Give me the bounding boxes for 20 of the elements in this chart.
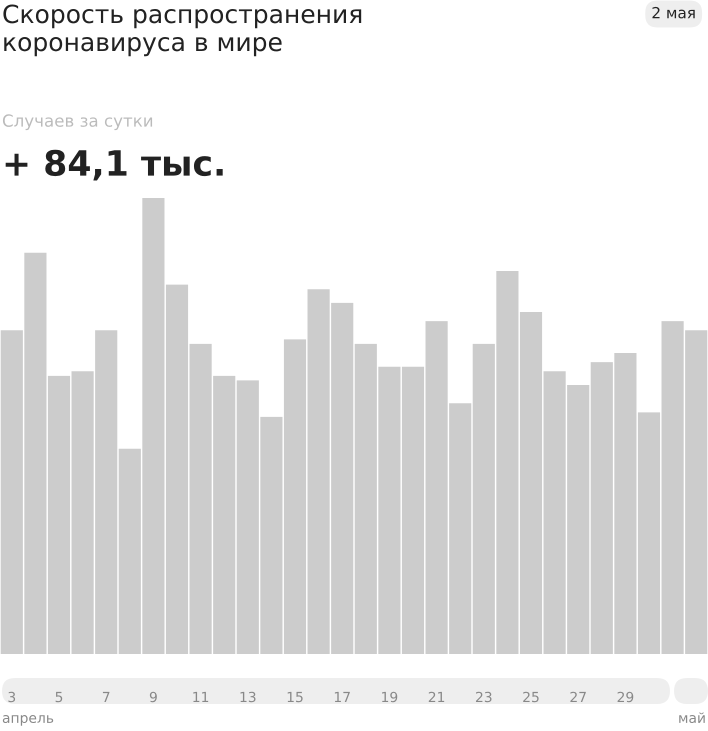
x-tick-label: 21 [428, 692, 444, 702]
chart-subtitle: Случаев за сутки [2, 114, 152, 130]
x-tick-label: 5 [56, 692, 62, 702]
text: апрель [2, 715, 54, 726]
x-tick-label: 13 [240, 692, 256, 702]
x-tick-label: 27 [570, 692, 586, 702]
x-tick-label: 3 [8, 692, 16, 702]
x-tick-label: 29 [618, 692, 634, 702]
text: + 84,1 тыс. [6, 150, 223, 181]
x-tick-label: 25 [523, 692, 539, 702]
x-tick-label: 19 [382, 692, 398, 702]
text: 2 мая [652, 6, 695, 18]
text: май [679, 712, 705, 724]
x-tick-label: 7 [102, 692, 110, 702]
x-tick-label: 15 [288, 692, 303, 702]
x-tick-label: 17 [334, 692, 350, 702]
chart-title: Скорость распространения коронавируса в мире [3, 4, 362, 56]
x-tick-label: 11 [193, 692, 208, 702]
x-tick-label: 9 [150, 692, 157, 702]
x-tick-label: 23 [476, 692, 492, 702]
